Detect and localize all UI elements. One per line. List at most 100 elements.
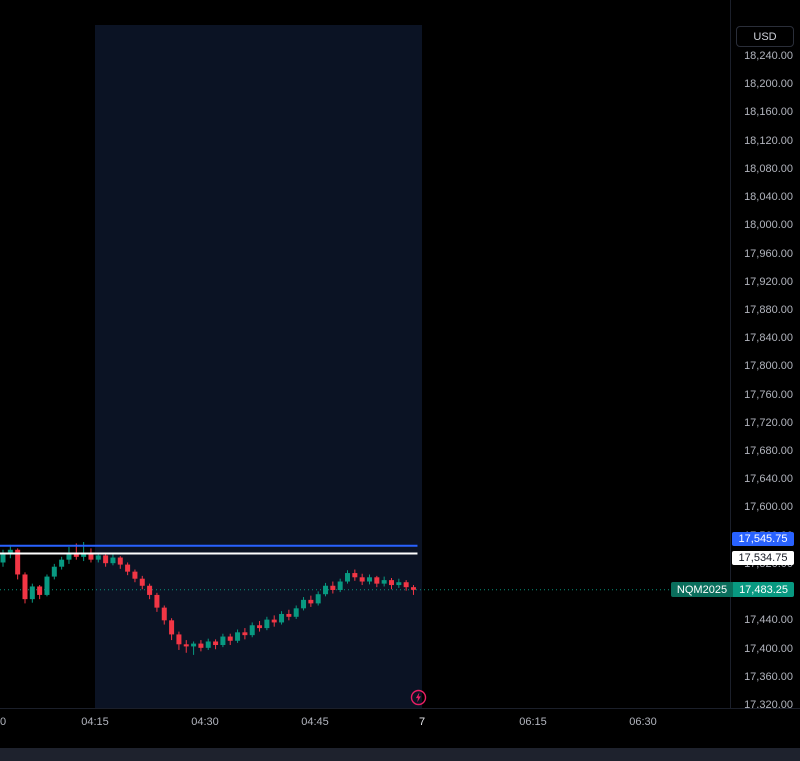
candle-body	[220, 636, 226, 646]
candle-body	[7, 549, 13, 555]
candlestick-chart[interactable]	[0, 0, 730, 708]
price-axis-label: 18,080.00	[744, 162, 793, 175]
candle-body	[271, 619, 277, 623]
event-circle	[410, 689, 427, 706]
price-axis-label: 18,160.00	[744, 106, 793, 119]
price-axis-label: 18,000.00	[744, 219, 793, 232]
price-axis-label: 17,400.00	[744, 642, 793, 655]
candle-body	[374, 577, 380, 584]
price-axis-label: 17,720.00	[744, 416, 793, 429]
candle-body	[117, 557, 123, 565]
candle-body	[279, 613, 285, 623]
current-price-label: 17,483.25	[733, 582, 794, 598]
price-axis-label: 17,320.00	[744, 698, 793, 711]
time-axis-label: 06:15	[519, 716, 547, 728]
time-axis-label: 0	[0, 716, 7, 728]
price-axis-label: 17,680.00	[744, 445, 793, 458]
time-axis-day-label: 7	[418, 716, 426, 728]
price-axis-label: 17,800.00	[744, 360, 793, 373]
candle-body	[29, 586, 35, 600]
candle-body	[367, 577, 372, 582]
time-axis-label: 04:45	[301, 716, 329, 728]
candle-body	[315, 594, 321, 604]
price-axis-label: 17,640.00	[744, 473, 793, 486]
price-axis-label: 18,200.00	[744, 78, 793, 91]
candle-body	[286, 613, 292, 617]
price-axis-label: 17,880.00	[744, 303, 793, 316]
candle-body	[95, 555, 101, 560]
candle-body	[352, 573, 358, 578]
candle-body	[337, 581, 343, 590]
candle-body	[235, 632, 241, 641]
candle-body	[88, 552, 94, 560]
candle-body	[381, 580, 387, 584]
candle-body	[396, 582, 402, 586]
candle-body	[183, 644, 189, 647]
price-axis[interactable]: USD 18,240.00 18,200.00 18,160.00 18,120.00…	[730, 0, 800, 748]
candle-body	[44, 576, 50, 595]
candle-body	[66, 552, 72, 560]
candle-body	[264, 619, 270, 629]
candle-body	[205, 641, 211, 648]
candle-body	[161, 607, 167, 621]
price-axis-label: 17,360.00	[744, 670, 793, 683]
candle-body	[125, 564, 131, 572]
currency-unit-button[interactable]: USD	[736, 26, 794, 47]
session-highlight	[95, 25, 422, 708]
candle-body	[323, 585, 329, 595]
candle-body	[213, 641, 219, 646]
price-axis-labels: 18,240.00 18,200.00 18,160.00 18,120.00 18,0…	[731, 0, 800, 748]
price-axis-label: 17,840.00	[744, 332, 793, 345]
lightning-event-icon[interactable]	[410, 689, 427, 706]
candle-body	[227, 636, 233, 641]
price-line-label-blue: 17,545.75	[732, 532, 794, 547]
candle-body	[176, 634, 182, 645]
candle-body	[308, 599, 314, 604]
time-axis[interactable]: 0 04:15 04:30 04:45 7 06:15 06:30	[0, 708, 800, 749]
candle-body	[59, 559, 65, 567]
price-axis-label: 17,440.00	[744, 614, 793, 627]
candle-body	[242, 632, 248, 636]
time-axis-label: 04:30	[191, 716, 219, 728]
candle-body	[132, 571, 138, 579]
price-axis-label: 17,960.00	[744, 247, 793, 260]
candle-body	[301, 599, 307, 609]
bottom-bar	[0, 748, 800, 761]
candle-body	[410, 587, 416, 590]
candle-body	[22, 574, 28, 600]
candle-body	[110, 557, 116, 564]
candle-body	[0, 554, 6, 563]
time-axis-label: 06:30	[629, 716, 657, 728]
candle-body	[249, 625, 255, 636]
price-axis-label: 18,240.00	[744, 50, 793, 62]
candle-body	[15, 549, 21, 575]
price-axis-label: 17,760.00	[744, 388, 793, 401]
candle-body	[51, 566, 57, 577]
candle-body	[37, 586, 43, 595]
time-axis-label: 04:15	[81, 716, 109, 728]
candle-body	[103, 555, 109, 564]
price-axis-label: 17,920.00	[744, 275, 793, 288]
candle-body	[154, 594, 160, 608]
current-price-badge: NQM2025 17,483.25	[670, 582, 794, 598]
price-axis-label: 18,040.00	[744, 191, 793, 204]
lightning-bolt-icon	[415, 692, 421, 703]
candle-body	[403, 582, 409, 588]
price-axis-label: 18,120.00	[744, 134, 793, 147]
candle-body	[198, 643, 204, 648]
price-line-label-white: 17,534.75	[732, 550, 794, 565]
candle-body	[330, 585, 336, 590]
price-axis-label: 17,600.00	[744, 501, 793, 514]
symbol-label: NQM2025	[670, 582, 734, 598]
candle-body	[359, 577, 365, 582]
candle-body	[257, 625, 263, 629]
candle-body	[139, 578, 145, 586]
candle-body	[388, 580, 394, 586]
candle-body	[345, 573, 351, 582]
candle-body	[169, 620, 175, 635]
candle-body	[191, 643, 197, 647]
candle-body	[293, 608, 299, 617]
candle-body	[73, 552, 79, 557]
candle-body	[81, 552, 87, 557]
